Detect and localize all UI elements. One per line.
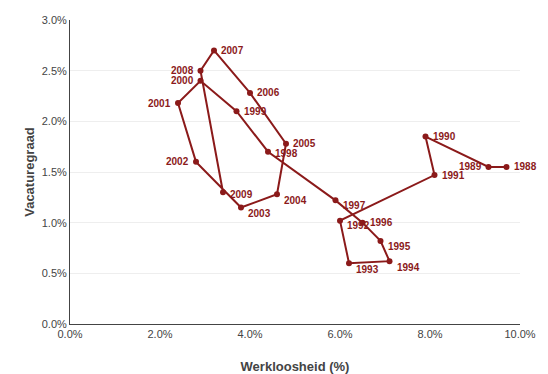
- svg-text:2005: 2005: [293, 138, 316, 149]
- svg-text:0.0%: 0.0%: [42, 318, 67, 330]
- svg-text:2.0%: 2.0%: [147, 328, 172, 340]
- svg-text:1989: 1989: [459, 161, 482, 172]
- svg-text:2001: 2001: [148, 98, 171, 109]
- svg-text:4.0%: 4.0%: [237, 328, 262, 340]
- svg-text:1988: 1988: [514, 161, 537, 172]
- svg-text:1996: 1996: [370, 217, 393, 228]
- svg-text:2008: 2008: [171, 65, 194, 76]
- svg-text:Vacaturegraad: Vacaturegraad: [22, 127, 37, 217]
- svg-text:1.5%: 1.5%: [42, 166, 67, 178]
- svg-text:2002: 2002: [166, 156, 189, 167]
- svg-text:2.5%: 2.5%: [42, 65, 67, 77]
- svg-text:1990: 1990: [433, 131, 456, 142]
- svg-text:2009: 2009: [230, 189, 253, 200]
- svg-text:2006: 2006: [257, 87, 280, 98]
- svg-text:3.0%: 3.0%: [42, 14, 67, 26]
- svg-text:2.0%: 2.0%: [42, 115, 67, 127]
- svg-text:2000: 2000: [171, 75, 194, 86]
- svg-text:1991: 1991: [442, 170, 465, 181]
- svg-text:1998: 1998: [275, 148, 298, 159]
- svg-text:6.0%: 6.0%: [327, 328, 352, 340]
- svg-text:1995: 1995: [388, 241, 411, 252]
- svg-text:1993: 1993: [356, 264, 379, 275]
- svg-text:2004: 2004: [284, 195, 307, 206]
- svg-text:1997: 1997: [343, 200, 366, 211]
- svg-text:1999: 1999: [244, 106, 267, 117]
- svg-text:Werkloosheid (%): Werkloosheid (%): [241, 359, 350, 374]
- svg-text:1992: 1992: [347, 220, 370, 231]
- svg-text:0.5%: 0.5%: [42, 267, 67, 279]
- svg-text:1994: 1994: [397, 262, 420, 273]
- svg-text:8.0%: 8.0%: [417, 328, 442, 340]
- svg-text:2003: 2003: [248, 208, 271, 219]
- svg-text:2007: 2007: [221, 45, 244, 56]
- svg-text:0.0%: 0.0%: [57, 328, 82, 340]
- svg-text:10.0%: 10.0%: [504, 328, 535, 340]
- svg-text:1.0%: 1.0%: [42, 217, 67, 229]
